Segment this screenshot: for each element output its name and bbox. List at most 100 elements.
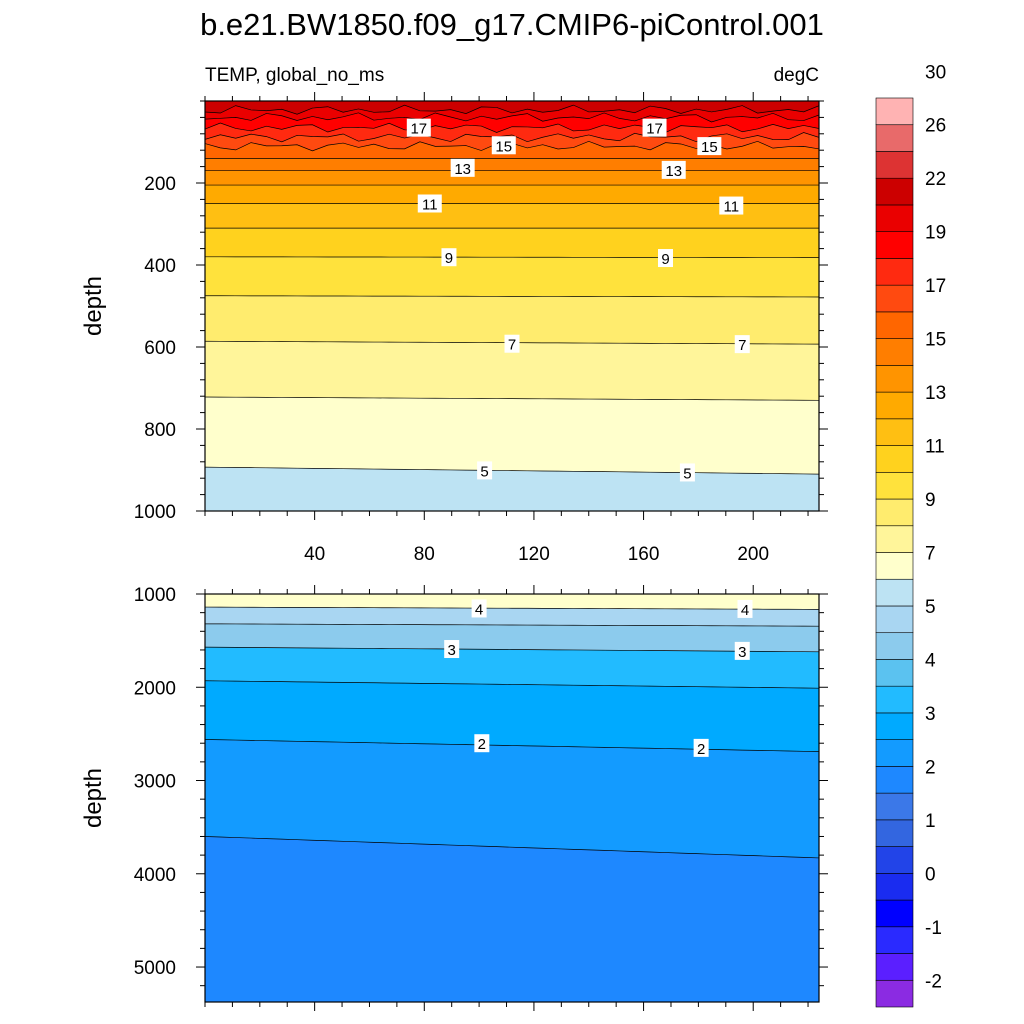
contour-line: [205, 623, 819, 627]
contour-band: [205, 105, 819, 122]
contour-band: [205, 170, 819, 186]
y-tick-label: 3000: [134, 772, 176, 793]
lower-panel-contours: [205, 606, 819, 859]
contour-label-text: 4: [741, 602, 749, 619]
colorbar-box: [875, 258, 914, 286]
colorbar-box: [875, 739, 914, 767]
contour-label: 11: [719, 196, 744, 216]
right-string: degC: [774, 65, 819, 86]
y-tick-label: 2000: [134, 678, 176, 699]
contour-line: [205, 836, 819, 859]
colorbar-label: 7: [925, 544, 936, 565]
contour-label-text: 15: [701, 139, 718, 156]
contour-label: 5: [477, 461, 493, 480]
contour-label-text: 5: [683, 465, 691, 482]
upper-panel-contour-labels: 17 17 15 15 13 13 11 11 9 9 7 7 5 5: [406, 118, 750, 482]
contour-label: 4: [471, 599, 487, 618]
x-tick-label: 80: [414, 544, 435, 565]
colorbar-label: 13: [925, 383, 946, 404]
y-tick-label: 800: [144, 420, 176, 441]
y-tick-label: 400: [144, 256, 176, 277]
contour-line: [205, 606, 819, 610]
x-tick-label: 200: [737, 544, 769, 565]
y-axis-label: depth: [80, 768, 107, 828]
contour-line: [205, 739, 819, 752]
contour-label-text: 2: [478, 736, 486, 753]
colorbar-box: [875, 819, 914, 847]
contour-band: [205, 836, 819, 1002]
contour-band: [205, 739, 819, 858]
contour-band: [205, 397, 819, 475]
lower-panel-fill: [205, 594, 819, 1002]
y-axis-label: depth: [80, 276, 107, 336]
colorbar-box: [875, 151, 914, 179]
contour-label: 13: [661, 160, 686, 180]
contour-label-text: 4: [475, 601, 483, 618]
x-tick-label: 40: [304, 544, 325, 565]
colorbar-label: 30: [925, 62, 946, 83]
contour-band: [205, 623, 819, 652]
contour-line: [205, 680, 819, 689]
contour-label: 7: [504, 334, 520, 354]
contour-band: [205, 341, 819, 401]
contour-line: [205, 256, 819, 258]
contour-label: 11: [417, 194, 442, 214]
contour-band: [205, 185, 819, 204]
colorbar-box: [875, 311, 914, 339]
colorbar-box: [875, 365, 914, 393]
colorbar-box: [875, 605, 914, 634]
colorbar-label: 5: [925, 597, 936, 618]
contour-label: 15: [697, 137, 722, 156]
contour-label-text: 7: [738, 337, 746, 354]
contour-band: [205, 647, 819, 689]
upper-panel-fill: [205, 101, 819, 511]
colorbar-box: [875, 979, 914, 1008]
contour-line: [205, 122, 819, 133]
colorbar-label: 4: [925, 650, 936, 671]
contour-label-text: 3: [738, 644, 746, 661]
colorbar-box: [875, 418, 914, 446]
colorbar-box: [875, 846, 914, 874]
colorbar-box: [875, 899, 914, 928]
contour-label-text: 13: [665, 163, 682, 180]
contour-label-text: 17: [646, 121, 663, 138]
colorbar-box: [875, 445, 914, 473]
contour-line: [205, 646, 819, 653]
colorbar-box: [875, 284, 914, 313]
colorbar-box: [875, 338, 914, 366]
colorbar-label: 19: [925, 223, 946, 244]
contour-label-text: 7: [508, 337, 516, 354]
y-tick-label: 600: [144, 338, 176, 359]
contour-label: 3: [734, 641, 750, 661]
colorbar-box: [875, 792, 914, 821]
lower-panel-contour-labels: 4 4 3 3 2 2: [444, 599, 753, 758]
contour-label-text: 2: [697, 741, 705, 758]
colorbar-label: -1: [925, 918, 942, 939]
colorbar-box: [875, 632, 914, 660]
contour-label: 4: [737, 599, 753, 619]
colorbar-box: [875, 659, 914, 687]
chart-title: b.e21.BW1850.f09_g17.CMIP6-piControl.001: [200, 7, 824, 42]
contour-label: 13: [450, 158, 475, 178]
colorbar-box: [875, 525, 914, 553]
contour-label-text: 17: [410, 121, 427, 138]
colorbar-label: 3: [925, 704, 936, 725]
contour-label: 17: [406, 118, 431, 138]
colorbar-label: 22: [925, 169, 946, 190]
contour-label-text: 11: [422, 197, 438, 214]
contour-label: 7: [734, 335, 750, 354]
colorbar-box: [875, 391, 914, 420]
contour-band: [205, 594, 819, 610]
lower-panel-axes: 1000 2000 3000 4000 5000 depth: [80, 585, 828, 1011]
plot-frame: [204, 593, 820, 1003]
contour-label-text: 11: [723, 199, 739, 216]
y-tick-label: 4000: [134, 865, 176, 886]
contour-label: 9: [441, 248, 457, 267]
contour-band: [205, 680, 819, 752]
contour-label-text: 5: [480, 463, 488, 480]
y-tick-label: 200: [144, 174, 176, 195]
colorbar-box: [875, 177, 914, 206]
upper-panel-axes: 200 400 600 800 1000 40 80 120 160 200 depth: [80, 92, 828, 565]
y-tick-label: 1000: [134, 502, 176, 523]
